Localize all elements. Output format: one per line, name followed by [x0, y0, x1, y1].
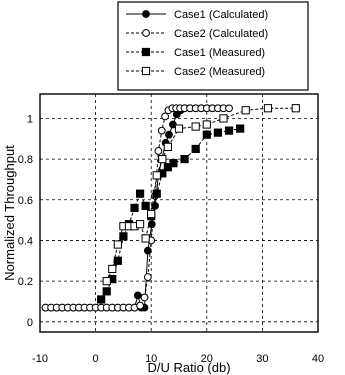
series-4-point	[152, 171, 161, 180]
legend-marker	[141, 66, 151, 76]
series-1-point	[133, 291, 142, 300]
series-3-point	[191, 144, 200, 154]
series-4	[102, 104, 300, 286]
series-4-point	[174, 124, 184, 133]
axis-ticks: -10 0 10 20 30 40 0 0.2 0.4 0.6 0.8 1	[18, 113, 324, 365]
series-3-point	[213, 128, 223, 137]
series-2-point	[143, 273, 152, 281]
x-tick-label: 40	[312, 353, 324, 365]
legend-entry: Case1 (Calculated)	[126, 9, 268, 21]
legend-marker	[142, 29, 150, 37]
legend-entry: Case2 (Measured)	[126, 66, 265, 78]
series-1-point	[143, 246, 152, 255]
data-series	[41, 104, 300, 312]
series-4-point	[291, 104, 300, 113]
x-axis-title: D/U Ratio (db)	[147, 360, 230, 375]
series-4-point	[241, 106, 250, 115]
series-4-point	[135, 220, 145, 229]
series-2	[41, 104, 233, 312]
series-3	[97, 124, 245, 304]
series-3-point	[236, 124, 245, 133]
legend-marker	[141, 47, 151, 57]
legend-marker	[142, 10, 150, 18]
series-2-point	[225, 104, 233, 113]
x-tick-label: 20	[201, 353, 213, 365]
y-tick-label: 0	[27, 317, 33, 329]
series-4-point	[163, 142, 172, 151]
series-3-point	[97, 295, 106, 304]
series-1-point	[165, 130, 173, 139]
series-3-point	[224, 126, 234, 135]
legend: Case1 (Calculated) Case2 (Calculated) Case…	[117, 1, 309, 91]
series-2-point	[157, 126, 166, 135]
series-4-point	[263, 104, 273, 113]
legend-label: Case2 (Calculated)	[174, 28, 268, 40]
series-4-point	[158, 154, 167, 164]
x-tick-label: -10	[32, 353, 48, 365]
series-2-point	[161, 112, 170, 121]
grid	[40, 94, 318, 332]
y-tick-label: 0.6	[18, 195, 33, 207]
legend-label: Case2 (Measured)	[174, 66, 265, 78]
legend-entry: Case2 (Calculated)	[126, 28, 268, 40]
series-4-line	[106, 107, 296, 282]
series-4-point	[102, 277, 111, 286]
series-4-point	[108, 264, 117, 274]
series-1-point	[147, 220, 156, 229]
series-3-point	[119, 232, 128, 241]
series-4-point	[147, 209, 156, 219]
series-3-point	[102, 287, 111, 296]
y-tick-label: 0.4	[18, 235, 33, 247]
series-2-point	[140, 293, 149, 302]
series-3-point	[180, 154, 189, 164]
legend-label: Case1 (Measured)	[174, 47, 265, 59]
legend-entry: Case1 (Measured)	[126, 47, 265, 59]
plot-frame	[39, 93, 319, 333]
y-tick-label: 1	[27, 113, 33, 125]
series-3-point	[113, 256, 122, 265]
series-3-point	[130, 203, 139, 213]
series-4-point	[219, 114, 228, 123]
series-4-point	[113, 240, 122, 249]
series-2-point	[136, 301, 144, 310]
series-3-point	[152, 189, 161, 198]
legend-box	[117, 1, 309, 91]
series-3-point	[141, 201, 150, 210]
x-tick-label: 0	[93, 353, 99, 365]
series-3-point	[202, 130, 211, 139]
x-tick-label: 10	[145, 353, 157, 365]
y-tick-label: 0.2	[18, 276, 33, 288]
series-4-point	[202, 120, 211, 129]
legend-label: Case1 (Calculated)	[174, 9, 268, 21]
series-4-point	[191, 122, 200, 131]
x-tick-label: 30	[256, 353, 268, 365]
series-3-point	[169, 159, 178, 168]
series-4-point	[141, 234, 150, 243]
series-3-point	[135, 189, 145, 198]
y-tick-label: 0.8	[18, 154, 33, 166]
series-3-line	[100, 128, 241, 300]
y-axis-title: Normalized Throughput	[2, 145, 17, 281]
series-2-point	[154, 147, 163, 155]
